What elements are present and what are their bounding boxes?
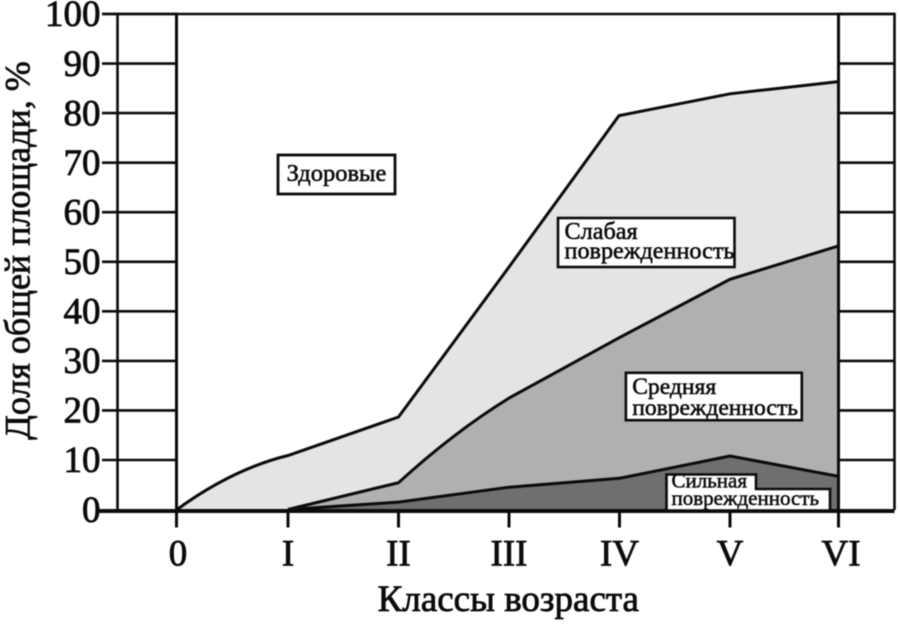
svg-text:VI: VI bbox=[821, 534, 860, 575]
svg-text:0: 0 bbox=[82, 490, 101, 531]
svg-text:90: 90 bbox=[64, 44, 101, 85]
svg-text:Классы возраста: Классы возраста bbox=[378, 579, 639, 620]
svg-text:поврежденность: поврежденность bbox=[632, 395, 798, 421]
svg-text:Здоровые: Здоровые bbox=[287, 160, 387, 187]
svg-text:80: 80 bbox=[64, 93, 101, 134]
svg-text:60: 60 bbox=[64, 193, 101, 234]
svg-text:100: 100 bbox=[45, 0, 101, 35]
svg-text:поврежденность: поврежденность bbox=[672, 486, 820, 510]
svg-text:III: III bbox=[491, 534, 528, 575]
svg-text:Доля общей площади, %: Доля общей площади, % bbox=[0, 61, 38, 439]
svg-text:20: 20 bbox=[64, 391, 101, 432]
svg-text:70: 70 bbox=[64, 143, 101, 184]
svg-text:Средняя: Средняя bbox=[632, 374, 716, 400]
svg-text:II: II bbox=[386, 534, 411, 575]
svg-text:10: 10 bbox=[64, 440, 101, 481]
svg-text:0: 0 bbox=[169, 534, 188, 575]
svg-text:V: V bbox=[717, 534, 744, 575]
svg-text:Слабая: Слабая bbox=[565, 218, 638, 245]
svg-text:поврежденность: поврежденность bbox=[565, 238, 735, 265]
svg-text:30: 30 bbox=[64, 341, 101, 382]
svg-text:I: I bbox=[282, 534, 294, 575]
svg-text:IV: IV bbox=[600, 534, 639, 575]
svg-text:50: 50 bbox=[64, 242, 101, 283]
svg-text:Сильная: Сильная bbox=[672, 469, 748, 493]
svg-text:40: 40 bbox=[64, 292, 101, 333]
